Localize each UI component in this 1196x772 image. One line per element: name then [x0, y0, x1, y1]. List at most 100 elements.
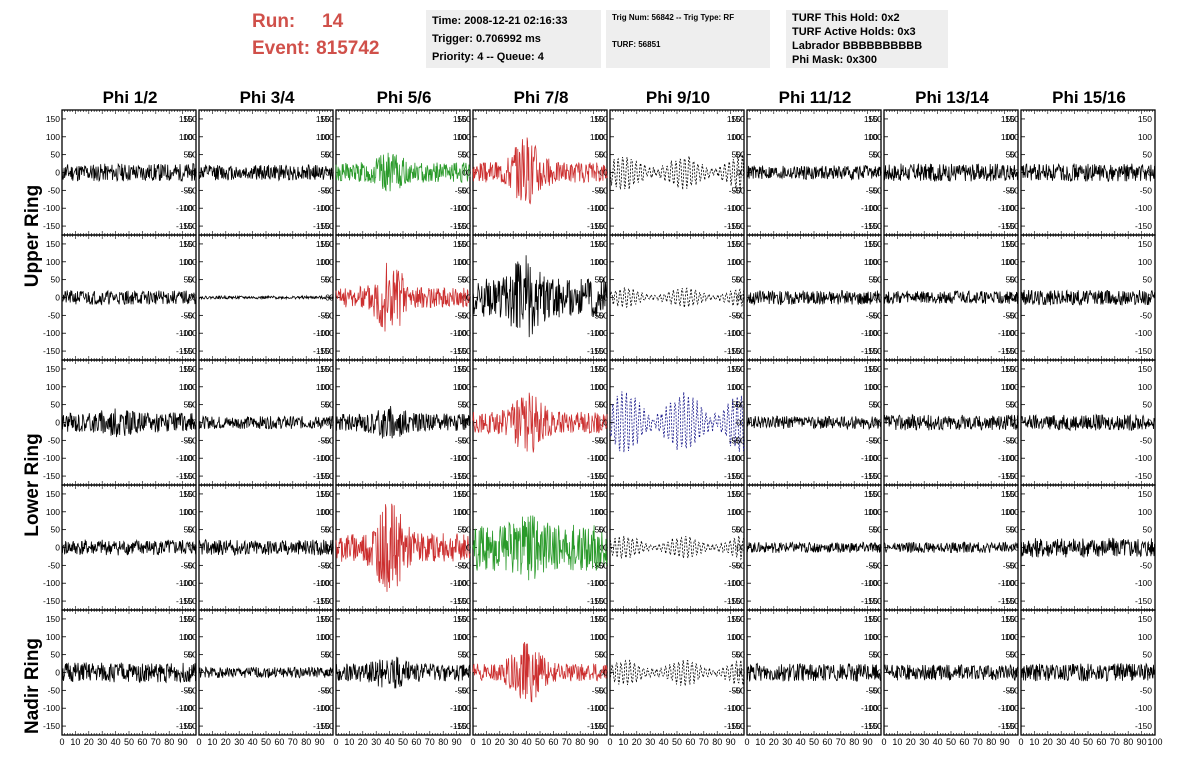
y-tick-label-right: -150	[176, 596, 193, 606]
turf-hold-text: TURF This Hold: 0x2	[792, 12, 900, 24]
y-tick-label-right: -150	[1135, 471, 1152, 481]
y-tick-label-right: -50	[455, 685, 468, 695]
y-tick-label-left: -100	[1002, 453, 1019, 463]
y-tick-label-right: -50	[181, 435, 194, 445]
y-tick-label-left: -50	[1007, 560, 1020, 570]
waveform-trace	[746, 164, 882, 181]
event-value: 815742	[316, 38, 380, 59]
y-tick-label-left: -150	[454, 221, 471, 231]
y-tick-label-left: -150	[728, 221, 745, 231]
panel-frame	[609, 359, 745, 486]
y-tick-label-right: 50	[869, 275, 879, 285]
y-tick-label-left: -100	[865, 328, 882, 338]
y-tick-label-right: -100	[998, 203, 1015, 213]
y-tick-label-left: 150	[594, 489, 608, 499]
y-tick-label-left: 150	[320, 489, 334, 499]
time-text: Time: 2008-12-21 02:16:33	[432, 15, 568, 27]
waveform-trace	[883, 290, 1019, 305]
panel-frame	[61, 234, 197, 361]
y-tick-label-right: -150	[998, 596, 1015, 606]
y-tick-label-left: 50	[51, 275, 61, 285]
y-tick-label-left: 50	[873, 275, 883, 285]
y-tick-label-left: 100	[320, 507, 334, 517]
y-tick-label-left: 150	[594, 364, 608, 374]
y-tick-label-left: -100	[43, 578, 60, 588]
y-tick-label-left: 150	[320, 239, 334, 249]
y-tick-label-left: -50	[459, 560, 472, 570]
phi-mask-text: Phi Mask: 0x300	[792, 54, 877, 66]
y-tick-label-left: 150	[320, 364, 334, 374]
run-value: 14	[322, 11, 344, 32]
y-tick-label-left: -50	[870, 685, 883, 695]
y-tick-label-right: 100	[179, 632, 193, 642]
y-tick-label-right: -50	[729, 560, 742, 570]
y-tick-label-left: -150	[1002, 721, 1019, 731]
y-tick-label-left: 50	[51, 400, 61, 410]
y-tick-label-left: -50	[185, 685, 198, 695]
y-tick-label-right: 50	[1006, 275, 1016, 285]
y-tick-label-left: 50	[873, 150, 883, 160]
y-tick-label-left: -100	[317, 578, 334, 588]
event-row: Event: 815742	[252, 35, 412, 62]
y-tick-label-left: 100	[46, 132, 60, 142]
y-tick-label-right: 150	[179, 614, 193, 624]
y-tick-label-left: 0	[192, 418, 197, 428]
y-tick-label-right: -150	[450, 721, 467, 731]
waveform-trace	[198, 294, 334, 301]
y-tick-label-left: 150	[1005, 364, 1019, 374]
y-tick-label-right: 0	[736, 668, 741, 678]
y-tick-label-right: -150	[587, 721, 604, 731]
y-tick-label-right: 150	[1138, 239, 1152, 249]
y-tick-label-right: -50	[455, 185, 468, 195]
waveform-trace	[746, 415, 882, 431]
y-tick-label-right: -50	[455, 435, 468, 445]
y-tick-label-right: 100	[590, 257, 604, 267]
y-tick-label-left: 100	[320, 382, 334, 392]
y-tick-label-left: -150	[1002, 221, 1019, 231]
col-header-phi-9-10: Phi 9/10	[645, 88, 711, 107]
y-tick-label-right: 50	[458, 650, 468, 660]
y-tick-label-left: 0	[192, 668, 197, 678]
y-tick-label-left: 0	[877, 668, 882, 678]
y-tick-label-left: 50	[599, 275, 609, 285]
y-tick-label-right: 50	[458, 275, 468, 285]
y-tick-label-left: 50	[462, 650, 472, 660]
y-tick-label-left: -50	[48, 185, 61, 195]
y-tick-label-left: 0	[329, 668, 334, 678]
y-tick-label-left: 150	[457, 489, 471, 499]
y-tick-label-left: 0	[192, 168, 197, 178]
y-tick-label-left: 150	[46, 489, 60, 499]
y-tick-label-left: 100	[457, 257, 471, 267]
y-tick-label-right: -50	[1003, 310, 1016, 320]
y-tick-label-left: 50	[188, 650, 198, 660]
y-tick-label-left: 0	[603, 293, 608, 303]
y-tick-label-right: 100	[1138, 382, 1152, 392]
y-tick-label-left: 100	[1005, 632, 1019, 642]
y-tick-label-left: -50	[870, 435, 883, 445]
y-tick-label-left: 100	[457, 507, 471, 517]
y-tick-label-left: -150	[317, 221, 334, 231]
y-tick-label-left: -100	[591, 703, 608, 713]
y-tick-label-right: -50	[181, 560, 194, 570]
y-tick-label-left: 50	[462, 525, 472, 535]
y-tick-label-right: -100	[861, 328, 878, 338]
y-tick-label-right: -150	[998, 221, 1015, 231]
y-tick-label-right: 50	[1143, 275, 1153, 285]
y-tick-label-right: 100	[864, 632, 878, 642]
y-tick-label-right: -100	[313, 328, 330, 338]
y-tick-label-left: -50	[185, 310, 198, 320]
y-tick-label-right: 0	[1010, 293, 1015, 303]
y-tick-label-right: 50	[1006, 650, 1016, 660]
y-tick-label-left: 100	[731, 257, 745, 267]
y-tick-label-left: 0	[603, 543, 608, 553]
waveform-trace	[472, 515, 608, 581]
waveform-trace	[335, 503, 471, 592]
y-tick-label-right: 100	[727, 632, 741, 642]
y-tick-label-right: 150	[316, 614, 330, 624]
y-tick-label-left: 150	[320, 614, 334, 624]
y-tick-label-right: 50	[1006, 400, 1016, 410]
